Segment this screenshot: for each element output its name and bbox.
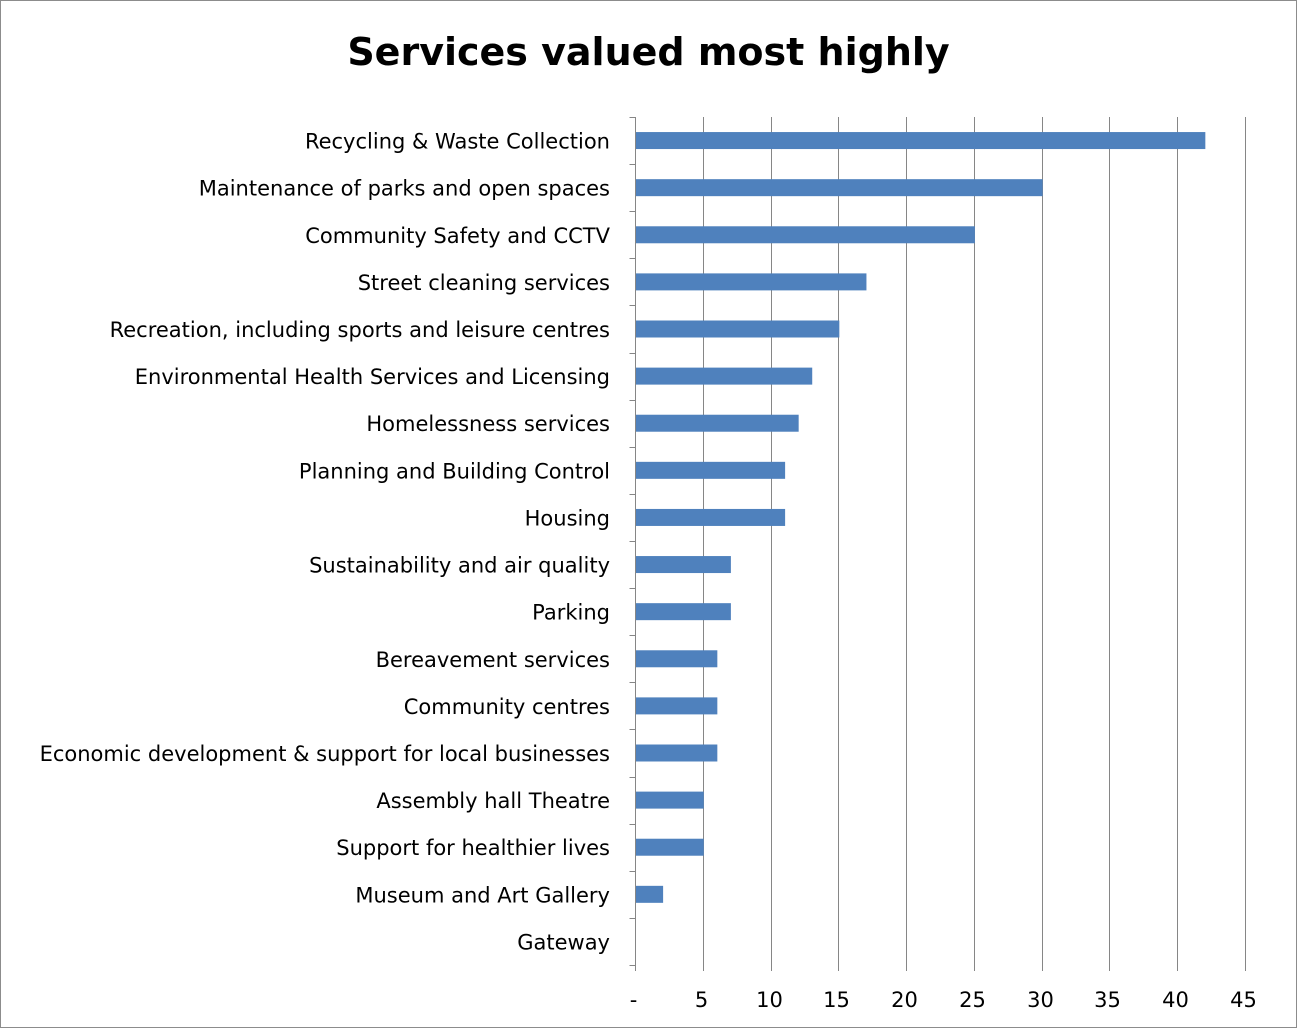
category-label: Recreation, including sports and leisure… (110, 318, 610, 342)
bar-environmental-health-services-and-licensing (636, 367, 813, 385)
category-label: Housing (525, 506, 610, 530)
category-label: Economic development & support for local… (40, 742, 610, 766)
bar-museum-and-art-gallery (636, 885, 664, 903)
bar-recycling-waste-collection (636, 132, 1206, 150)
bar-sustainability-and-air-quality (636, 556, 731, 574)
category-label: Museum and Art Gallery (355, 883, 610, 907)
category-label: Community centres (404, 695, 610, 719)
bar-bereavement-services (636, 650, 718, 668)
bar-homelessness-services (636, 414, 799, 432)
category-label: Bereavement services (376, 648, 610, 672)
axes (629, 117, 1246, 971)
bar-street-cleaning-services (636, 273, 867, 291)
bar-support-for-healthier-lives (636, 838, 704, 856)
bar-community-safety-and-cctv (636, 226, 975, 244)
bar-assembly-hall-theatre (636, 791, 704, 809)
gridlines (703, 117, 1246, 965)
bar-community-centres (636, 697, 718, 715)
category-label: Homelessness services (366, 412, 610, 436)
bar-economic-development-support-for-local-businesses (636, 744, 718, 762)
x-tick-label: 35 (1094, 988, 1121, 1012)
category-labels: Recycling & Waste Collection Maintenance … (40, 130, 611, 955)
bar-recreation-including-sports-and-leisure-centres (636, 320, 840, 338)
bar-parking (636, 603, 731, 621)
category-label: Gateway (517, 930, 610, 954)
bar-maintenance-of-parks-and-open-spaces (636, 179, 1043, 197)
tick-labels: - 5 10 15 20 25 30 35 40 45 (630, 988, 1257, 1012)
x-tick-label: 30 (1027, 988, 1054, 1012)
category-label: Support for healthier lives (336, 836, 610, 860)
x-tick-label: - (630, 988, 638, 1012)
x-tick-label: 15 (823, 988, 850, 1012)
x-tick-label: 25 (959, 988, 986, 1012)
category-label: Recycling & Waste Collection (305, 130, 610, 154)
x-tick-label: 45 (1230, 988, 1257, 1012)
x-tick-label: 20 (891, 988, 918, 1012)
category-label: Assembly hall Theatre (376, 789, 610, 813)
x-tick-label: 5 (695, 988, 708, 1012)
bars (636, 132, 1206, 903)
x-tick-label: 40 (1162, 988, 1189, 1012)
category-label: Sustainability and air quality (309, 554, 610, 578)
bar-planning-and-building-control (636, 461, 786, 479)
category-label: Parking (532, 601, 610, 625)
category-label: Street cleaning services (358, 271, 610, 295)
category-label: Planning and Building Control (299, 459, 610, 483)
chart-title: Services valued most highly (347, 30, 950, 74)
x-tick-label: 10 (756, 988, 783, 1012)
category-label: Maintenance of parks and open spaces (199, 177, 610, 201)
category-label: Community Safety and CCTV (305, 224, 610, 248)
category-label: Environmental Health Services and Licens… (135, 365, 610, 389)
bar-housing (636, 508, 786, 526)
